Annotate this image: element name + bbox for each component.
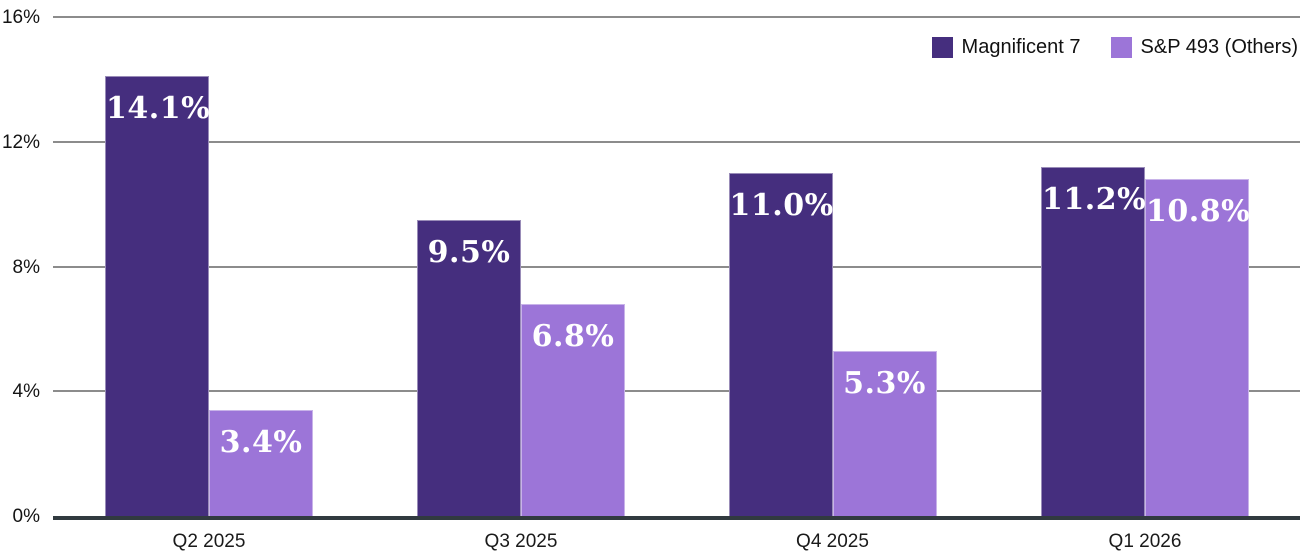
x-axis-line [53, 516, 1300, 520]
bar-value-label: 5.3% [843, 365, 926, 401]
gridline-4pct [53, 390, 1300, 393]
bar-magnificent-7-q1-2026: 11.2% [1041, 166, 1147, 518]
ytick-label-16pct: 16% [1, 7, 40, 28]
legend-label-magnificent-7: Magnificent 7 [961, 36, 1081, 58]
gridline-8pct [53, 265, 1300, 268]
xcat-label-q4-2025: Q4 2025 [796, 531, 869, 552]
legend: Magnificent 7 S&P 493 (Others) [931, 36, 1298, 59]
bar-value-label: 11.2% [1042, 181, 1147, 217]
bar-value-label: 14.1% [106, 91, 211, 127]
legend-swatch-magnificent-7 [931, 37, 953, 58]
legend-swatch-sp493 [1110, 37, 1132, 58]
legend-item-sp493: S&P 493 (Others) [1110, 36, 1298, 59]
ytick-label-0pct: 0% [12, 506, 40, 527]
bar-magnificent-7-q3-2025: 9.5% [417, 219, 521, 518]
bar-s-p-493-others-q3-2025: 6.8% [521, 303, 625, 518]
ytick-label-8pct: 8% [12, 256, 40, 278]
legend-label-sp493: S&P 493 (Others) [1140, 36, 1298, 58]
gridline-16pct [53, 16, 1300, 18]
bar-value-label: 11.0% [729, 187, 834, 223]
ytick-label-12pct: 12% [1, 131, 40, 153]
xcat-label-q2-2025: Q2 2025 [172, 531, 246, 552]
bar-value-label: 9.5% [427, 234, 511, 270]
gridline-12pct [53, 140, 1300, 143]
bar-value-label: 10.8% [1146, 194, 1251, 230]
bar-s-p-493-others-q1-2026: 10.8% [1145, 179, 1251, 518]
bar-s-p-493-others-q4-2025: 5.3% [832, 350, 937, 518]
bar-value-label: 6.8% [531, 318, 615, 354]
xcat-label-q3-2025: Q3 2025 [484, 531, 558, 552]
ytick-label-4pct: 4% [12, 381, 40, 403]
legend-item-magnificent-7: Magnificent 7 [931, 36, 1081, 59]
xcat-label-q1-2026: Q1 2026 [1108, 531, 1182, 552]
bar-magnificent-7-q4-2025: 11.0% [728, 172, 834, 518]
bar-magnificent-7-q2-2025: 14.1% [105, 76, 211, 518]
bar-value-label: 3.4% [219, 424, 303, 460]
bar-s-p-493-others-q2-2025: 3.4% [209, 409, 313, 518]
